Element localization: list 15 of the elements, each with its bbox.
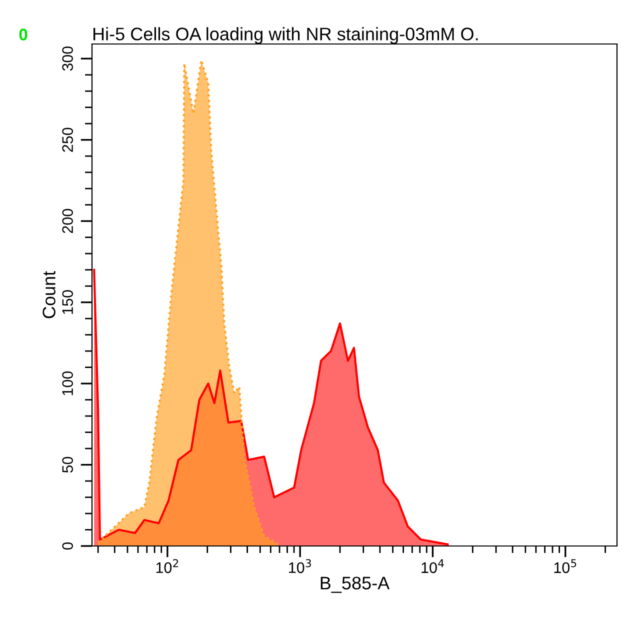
y-tick-label: 50 xyxy=(62,456,74,473)
y-tick-label: 250 xyxy=(62,128,74,152)
y-tick-label: 300 xyxy=(62,46,74,71)
x-tick-label: 10$^{4}$ xyxy=(422,559,444,574)
y-axis-title: Count xyxy=(42,271,56,318)
x-axis-title: B_585-A xyxy=(320,576,390,593)
x-tick-label: 10$^{2}$ xyxy=(156,559,178,574)
chart-title: Hi-5 Cells OA loading with NR staining-03mM O. xyxy=(93,27,478,44)
y-tick-label: 200 xyxy=(62,208,74,234)
y-tick-label: 100 xyxy=(62,371,74,396)
x-tick-label: 10$^{3}$ xyxy=(289,559,311,574)
y-tick-label: 150 xyxy=(62,290,74,314)
y-tick-label: 0 xyxy=(62,542,74,550)
x-tick-label: 10$^{5}$ xyxy=(554,559,576,574)
text: 0 xyxy=(19,28,28,40)
